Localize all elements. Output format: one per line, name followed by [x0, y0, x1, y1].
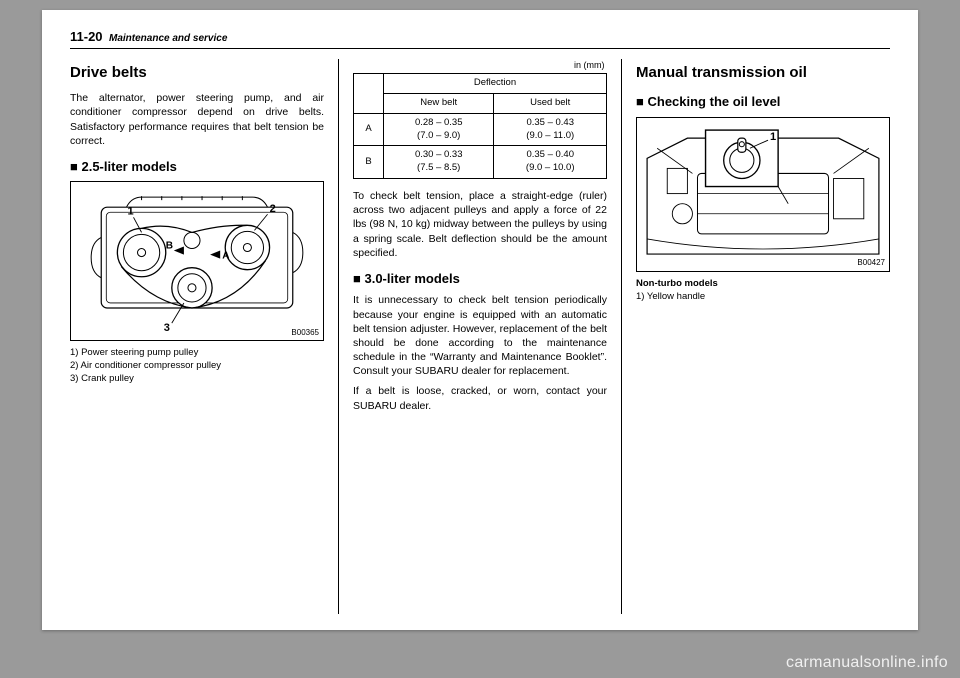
figure-2-caption: Non-turbo models 1) Yellow handle [636, 278, 890, 304]
column-3: Manual transmission oil ■ Checking the o… [622, 59, 890, 614]
figure-drive-belts: A B 1 2 3 B00365 [70, 181, 324, 341]
heading-30-liter: ■ 3.0-liter models [353, 270, 607, 288]
figure-code-2: B00427 [857, 258, 885, 269]
row-a-used: 0.35 – 0.43(9.0 – 11.0) [494, 113, 607, 146]
caption-2-line-1: 1) Yellow handle [636, 291, 890, 304]
table-blank-header [354, 74, 384, 114]
page-header: 11-20 Maintenance and service [70, 28, 890, 49]
table-row: B 0.30 – 0.33(7.5 – 8.5) 0.35 – 0.40(9.0… [354, 146, 607, 179]
intro-text: The alternator, power steering pump, and… [70, 91, 324, 148]
th-used-belt: Used belt [494, 93, 607, 113]
table-unit: in (mm) [354, 59, 607, 74]
svg-text:1: 1 [770, 131, 776, 143]
heading-checking-oil-text: Checking the oil level [647, 94, 780, 109]
table-row: A 0.28 – 0.35(7.0 – 9.0) 0.35 – 0.43(9.0… [354, 113, 607, 146]
svg-text:1: 1 [127, 206, 133, 218]
row-b-label: B [354, 146, 384, 179]
heading-checking-oil: ■ Checking the oil level [636, 93, 890, 111]
chapter-title: Maintenance and service [109, 33, 227, 44]
oil-level-diagram: 1 [637, 118, 889, 269]
svg-text:A: A [222, 251, 229, 262]
heading-transmission-oil: Manual transmission oil [636, 63, 890, 83]
row-b-new: 0.30 – 0.33(7.5 – 8.5) [383, 146, 493, 179]
column-1: Drive belts The alternator, power steeri… [70, 59, 339, 614]
heading-25-liter-text: 2.5-liter models [81, 159, 176, 174]
heading-drive-belts: Drive belts [70, 63, 324, 83]
svg-text:3: 3 [164, 323, 170, 335]
page-number: 11-20 [70, 29, 103, 44]
auto-adjuster-text: It is unnecessary to check belt tension … [353, 293, 607, 378]
manual-page: 11-20 Maintenance and service Drive belt… [42, 10, 918, 630]
th-new-belt: New belt [383, 93, 493, 113]
svg-text:B: B [166, 241, 173, 252]
row-a-label: A [354, 113, 384, 146]
heading-30-liter-text: 3.0-liter models [364, 271, 459, 286]
row-a-new: 0.28 – 0.35(7.0 – 9.0) [383, 113, 493, 146]
caption-line-3: 3) Crank pulley [70, 373, 324, 386]
column-2: in (mm) Deflection New belt Used belt A … [339, 59, 622, 614]
svg-text:2: 2 [270, 204, 276, 216]
caption-line-1: 1) Power steering pump pulley [70, 347, 324, 360]
belt-worn-text: If a belt is loose, cracked, or worn, co… [353, 384, 607, 412]
caption-2-title: Non-turbo models [636, 278, 890, 291]
drive-belts-diagram: A B 1 2 3 [71, 182, 323, 338]
caption-line-2: 2) Air conditioner compressor pulley [70, 360, 324, 373]
figure-1-caption: 1) Power steering pump pulley 2) Air con… [70, 347, 324, 385]
belt-tension-instructions: To check belt tension, place a straight-… [353, 189, 607, 260]
deflection-table: in (mm) Deflection New belt Used belt A … [353, 59, 607, 179]
figure-code-1: B00365 [291, 328, 319, 339]
figure-oil-level: 1 B00427 [636, 117, 890, 272]
th-deflection: Deflection [383, 74, 606, 94]
content-columns: Drive belts The alternator, power steeri… [70, 59, 890, 614]
heading-25-liter: ■ 2.5-liter models [70, 158, 324, 176]
row-b-used: 0.35 – 0.40(9.0 – 10.0) [494, 146, 607, 179]
watermark-text: carmanualsonline.info [786, 654, 948, 672]
